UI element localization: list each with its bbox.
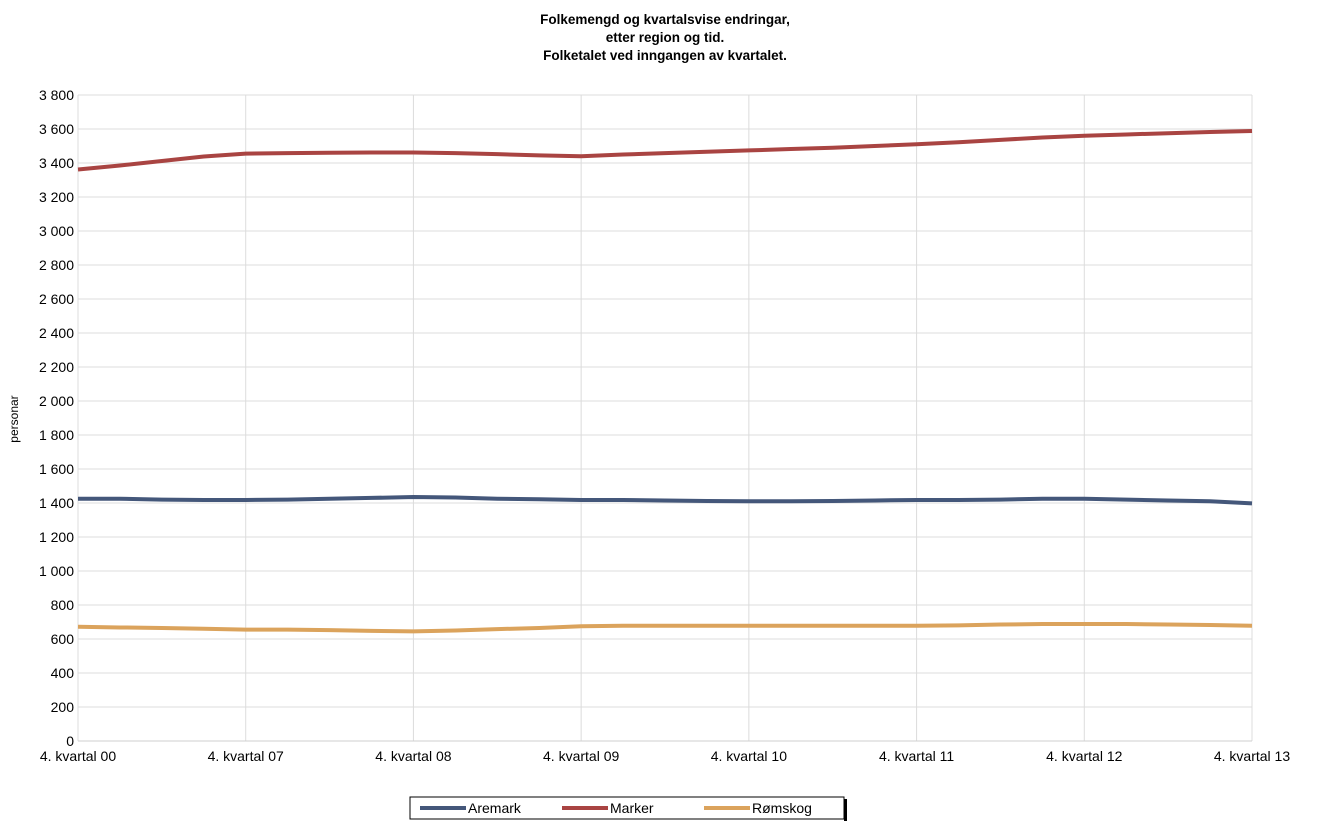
y-tick-label: 2 200 <box>39 359 74 375</box>
y-tick-label: 2 600 <box>39 291 74 307</box>
y-tick-label: 3 800 <box>39 87 74 103</box>
legend-label-rømskog: Rømskog <box>752 800 812 816</box>
chart-title-line-1: Folkemengd og kvartalsvise endringar, <box>540 12 790 27</box>
series-lines <box>77 129 1253 634</box>
y-tick-label: 200 <box>51 699 75 715</box>
x-tick-label: 4. kvartal 09 <box>543 748 619 764</box>
x-tick-label: 4. kvartal 00 <box>40 748 116 764</box>
legend-label-aremark: Aremark <box>468 800 522 816</box>
chart-title-line-3: Folketalet ved inngangen av kvartalet. <box>543 48 787 63</box>
x-tick-label: 4. kvartal 08 <box>375 748 451 764</box>
y-tick-label: 3 000 <box>39 223 74 239</box>
y-tick-label: 2 800 <box>39 257 74 273</box>
y-axis: 0 200 400 600 800 1 000 1 200 1 400 1 600 1 800 2 … <box>39 87 74 749</box>
y-tick-label: 3 200 <box>39 189 74 205</box>
y-tick-label: 2 400 <box>39 325 74 341</box>
y-tick-label: 0 <box>66 733 74 749</box>
chart-title-line-2: etter region og tid. <box>606 30 725 45</box>
x-tick-label: 4. kvartal 10 <box>711 748 787 764</box>
y-tick-label: 3 400 <box>39 155 74 171</box>
y-tick-label: 800 <box>51 597 75 613</box>
series-line-marker <box>77 129 1253 172</box>
legend: Aremark Marker Rømskog <box>409 796 847 821</box>
y-tick-label: 1 400 <box>39 495 74 511</box>
legend-label-marker: Marker <box>610 800 654 816</box>
y-tick-label: 600 <box>51 631 75 647</box>
x-tick-label: 4. kvartal 11 <box>879 748 954 764</box>
series-line-aremark <box>78 495 1253 506</box>
y-tick-label: 1 200 <box>39 529 74 545</box>
y-tick-label: 1 600 <box>39 461 74 477</box>
x-axis: 4. kvartal 00 4. kvartal 07 4. kvartal 08 4… <box>40 748 1290 764</box>
x-tick-label: 4. kvartal 13 <box>1214 748 1290 764</box>
x-tick-label: 4. kvartal 12 <box>1046 748 1122 764</box>
legend-shadow <box>844 799 847 821</box>
y-tick-label: 3 600 <box>39 121 74 137</box>
grid <box>77 94 1253 742</box>
y-tick-label: 400 <box>51 665 75 681</box>
y-tick-label: 1 800 <box>39 427 74 443</box>
series-line-rømskog <box>77 622 1253 634</box>
x-tick-label: 4. kvartal 07 <box>208 748 284 764</box>
y-tick-label: 2 000 <box>39 393 74 409</box>
y-axis-label: personar <box>7 395 21 442</box>
y-tick-label: 1 000 <box>39 563 74 579</box>
